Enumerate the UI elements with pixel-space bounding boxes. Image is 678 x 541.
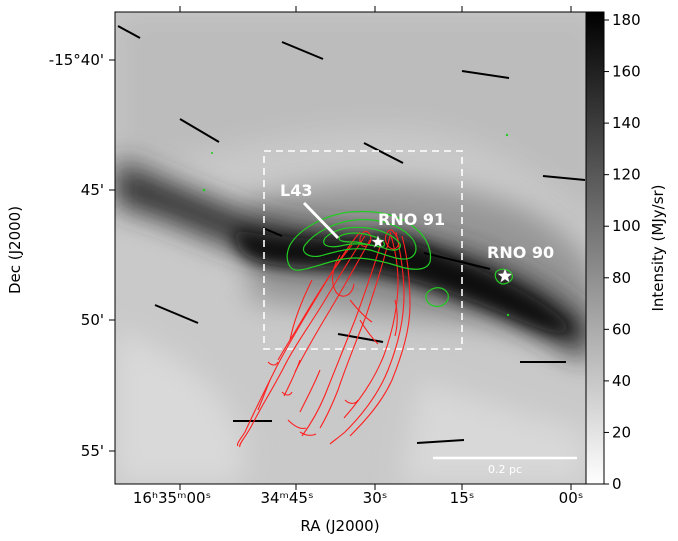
y-tick-label: 50' [81,311,104,329]
label-rno90: RNO 90 [487,243,554,262]
colorbar-tick-label: 0 [612,475,622,493]
x-tick-label: 15ˢ [450,489,475,507]
colorbar-tick-label: 40 [612,372,631,390]
colorbar: 0 20 40 60 80 100 120 140 160 180 Intensity (MJy/… [585,11,667,493]
colorbar-ticks: 0 20 40 60 80 100 120 140 160 180 [604,11,641,493]
x-tick-label: 16ʰ35ᵐ00ˢ [133,489,211,507]
zoom-region-box [263,150,463,350]
colorbar-tick-label: 160 [612,63,641,81]
x-axis-label: RA (J2000) [300,517,379,535]
x-tick-label: 30ˢ [363,489,388,507]
rno90-star-icon [496,267,514,284]
label-rno91: RNO 91 [378,210,445,229]
colorbar-label: Intensity (MJy/sr) [649,184,667,311]
x-tick-marks [179,6,572,490]
rno91-star-icon [370,234,386,249]
colorbar-tick-label: 180 [612,11,641,29]
intensity-map: L43 RNO 91 RNO 90 0.2 pc [115,12,587,484]
outflow-contours [236,229,411,448]
y-tick-label: 55' [81,442,104,460]
colorbar-tick-label: 100 [612,217,641,235]
label-l43: L43 [280,181,312,200]
dense-core-contours [286,210,513,307]
y-tick-label: -15°40' [49,51,104,69]
colorbar-tick-label: 120 [612,166,641,184]
l43-pointer [302,201,340,240]
colorbar-tick-label: 140 [612,114,641,132]
y-axis-label: Dec (J2000) [6,206,24,294]
colorbar-tick-label: 80 [612,269,631,287]
colorbar-tick-label: 60 [612,320,631,338]
green-specks [202,133,510,317]
x-tick-label: 00ˢ [559,489,584,507]
x-tick-label: 34ᵐ45ˢ [260,489,313,507]
colorbar-gradient [585,11,605,485]
y-tick-label: 45' [81,181,104,199]
colorbar-tick-label: 20 [612,423,631,441]
scale-bar-label: 0.2 pc [488,463,522,476]
